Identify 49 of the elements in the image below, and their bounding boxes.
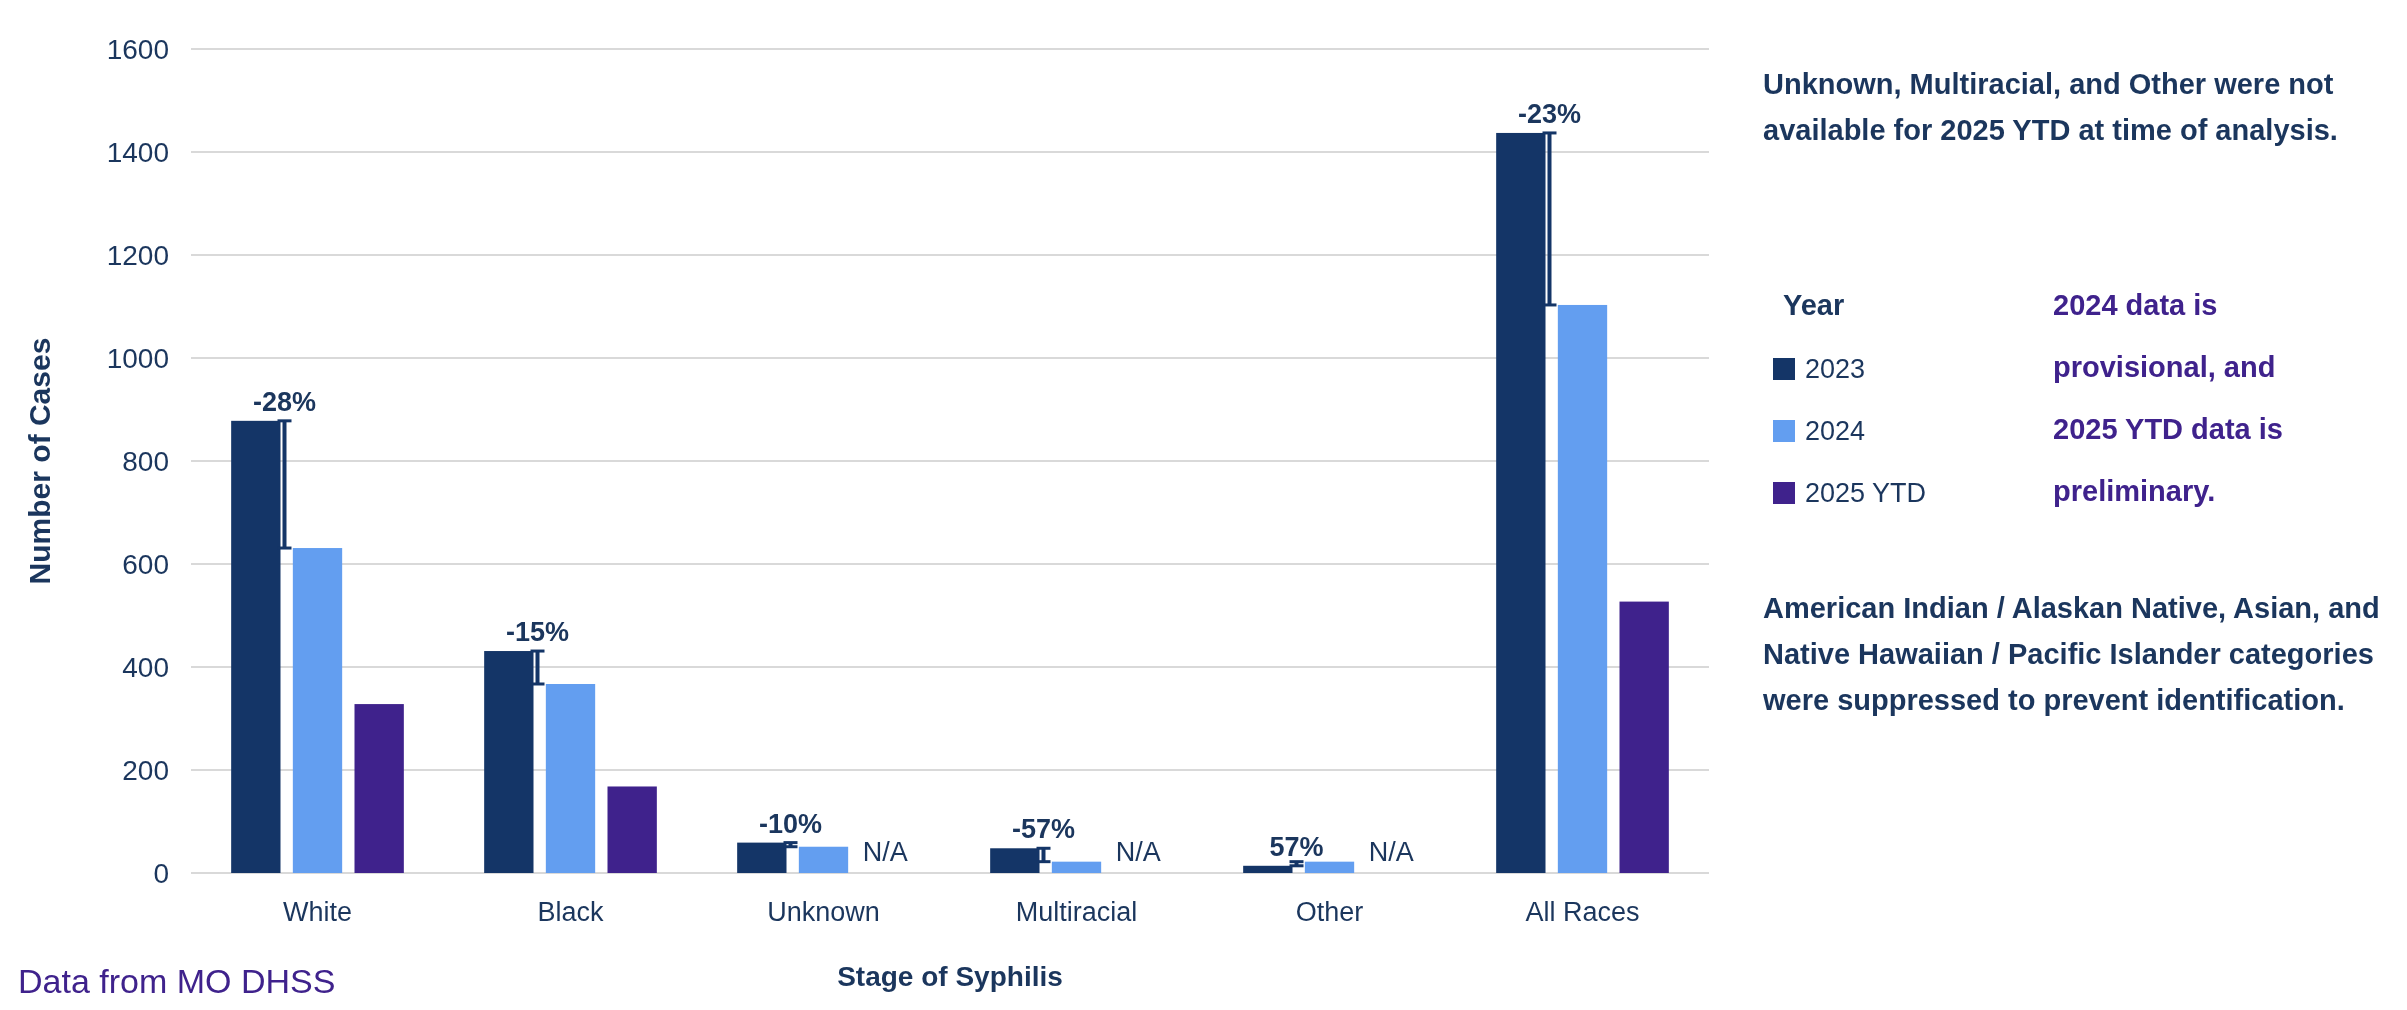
x-tick-label: Unknown [767,897,880,927]
text: Data from MO DHSS [18,962,336,1000]
x-tick-label: Black [537,897,605,927]
legend-label: 2023 [1805,354,1866,384]
bar [292,548,343,873]
y-tick-label: 1400 [106,136,169,168]
text: Unknown, Multiracial, and Other were not available for 2025 YTD at time of analysis. [1763,68,2338,146]
x-tick-label: Other [1295,897,1364,927]
x-tick-label: All Races [1525,897,1640,927]
y-tick-label: 400 [122,651,169,683]
bar [484,651,534,873]
y-tick-label: 1000 [106,342,169,374]
legend-label: 2024 [1805,416,1866,446]
bar [1304,861,1355,873]
annotation: -57% [1011,814,1076,845]
y-tick-label: 0 [153,857,169,889]
bar [231,420,281,873]
bar [1619,601,1669,873]
bar [1243,865,1293,873]
annotation: N/A [862,837,908,867]
x-tick-label: White [282,897,353,927]
bar [798,846,849,873]
bar [607,786,657,873]
annotation: N/A [1368,837,1414,867]
bar [990,848,1040,873]
y-tick-label: 1200 [106,239,169,271]
y-tick-label: 600 [122,548,169,580]
bar [1496,132,1546,873]
y-tick-label: 800 [122,445,169,477]
y-tick-label: 200 [122,754,169,786]
x-tick-label: Multiracial [1015,897,1138,927]
y-tick-label: 1600 [106,33,169,65]
x-axis-title: Stage of Syphilis [837,961,1063,992]
y-axis-title: Number of Cases [23,337,56,585]
annotation: -15% [505,617,570,648]
annotation: N/A [1115,837,1161,867]
legend-title: Year [1783,289,1845,321]
bar [737,842,787,873]
annotation: -23% [1517,98,1582,129]
annotation: -28% [252,386,317,417]
bar [354,704,404,873]
annotation: 57% [1269,831,1324,862]
legend-label: 2025 YTD [1805,478,1927,508]
text: 2024 data is provisional, and 2025 YTD data is preliminary. [2053,289,2283,507]
bar [1051,861,1102,873]
text: American Indian / Alaskan Native, Asian, and Native Hawaiian / Pacific Islander categories were suppressed to prevent identification. [1762,592,2380,716]
bar [1557,304,1608,873]
bar [545,684,596,873]
annotation: -10% [758,808,823,839]
